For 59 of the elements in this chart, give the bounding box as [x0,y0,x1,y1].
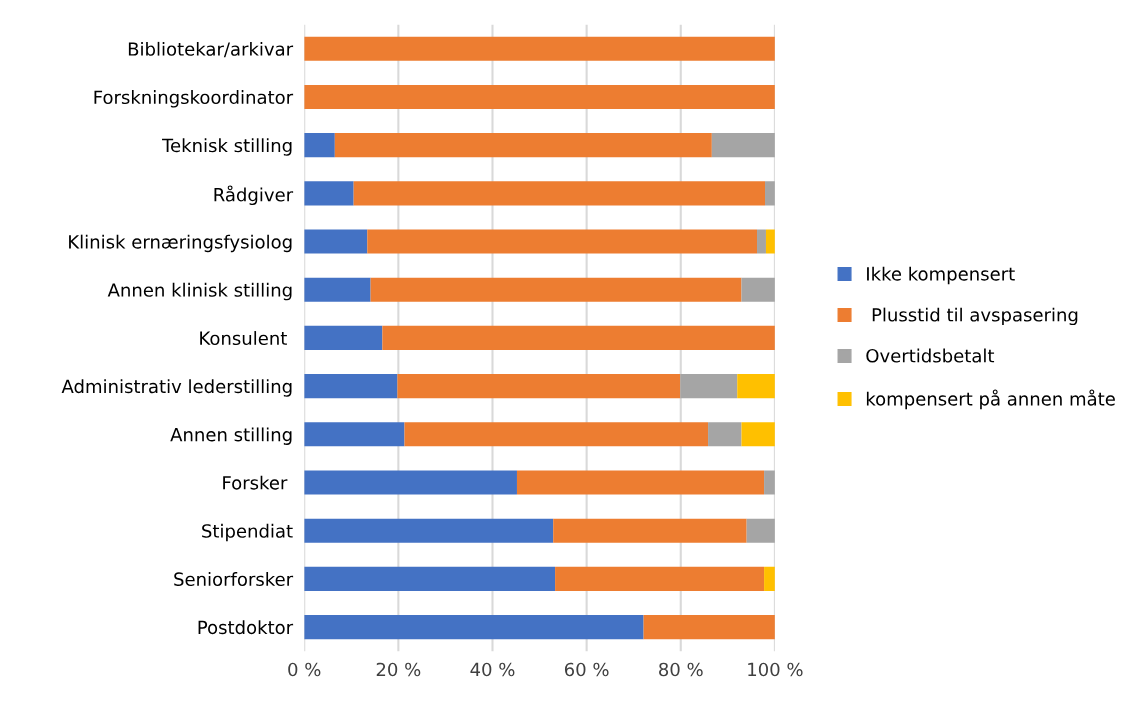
bar [304,133,335,158]
bar [711,133,775,158]
x-tick-label: 20 % [376,662,421,677]
y-tick-label: Annen klinisk stilling [107,282,292,301]
bar [304,518,554,543]
bar [397,374,681,399]
bar [353,181,766,206]
bar [680,374,738,399]
bar [304,374,398,399]
y-tick-label: Forsker [223,475,288,490]
bar [304,84,775,109]
bar [334,133,712,158]
bar [382,325,775,350]
bar [765,181,775,206]
y-tick-label: Forskningskoordinator [94,90,294,108]
x-tick-label: 0 % [288,662,321,677]
bar [741,422,775,447]
y-tick-label: Annen stilling [170,427,292,445]
legend-label: Plusstid til avspasering [872,307,1078,326]
bar [304,470,517,495]
bar [304,277,371,302]
bar [708,422,742,447]
legend-label: kompensert på annen måte [866,389,1115,410]
bar [304,566,556,591]
x-tick-label: 80 % [659,662,703,677]
bar [304,422,405,447]
y-tick-label: Seniorforsker [174,572,294,587]
x-tick-label: 100 % [748,662,803,677]
bar [404,422,709,447]
y-tick-label: Bibliotekar/arkivar [128,41,294,58]
bar [764,470,775,495]
y-tick-label: Administrativ lederstilling [61,379,292,397]
bar [304,615,644,640]
bar [757,229,766,254]
bar [765,229,775,254]
bar [367,229,758,254]
bar [304,181,354,206]
y-tick-label: Konsulent [200,331,287,346]
x-tick-label: 40 % [470,662,515,677]
y-tick-label: Stipendiat [202,523,293,542]
y-tick-label: Teknisk stilling [162,138,292,156]
bar [737,374,775,399]
bar [746,518,775,543]
bar [304,229,368,254]
bar [553,518,747,543]
y-tick-label: Rådgiver [214,185,294,206]
bar [741,277,775,302]
x-tick-label: 60 % [564,662,609,677]
bar [304,36,775,61]
legend-label: Overtidsbetalt [866,348,995,363]
bar [555,566,765,591]
y-tick-label: Klinisk ernæringsfysiolog [69,234,292,253]
bar [764,566,775,591]
bar [304,325,383,350]
legend-label: Ikke kompensert [867,266,1015,285]
bar [370,277,742,302]
bar [516,470,765,495]
y-tick-label: Postdoktor [198,620,294,635]
bar [643,615,775,640]
